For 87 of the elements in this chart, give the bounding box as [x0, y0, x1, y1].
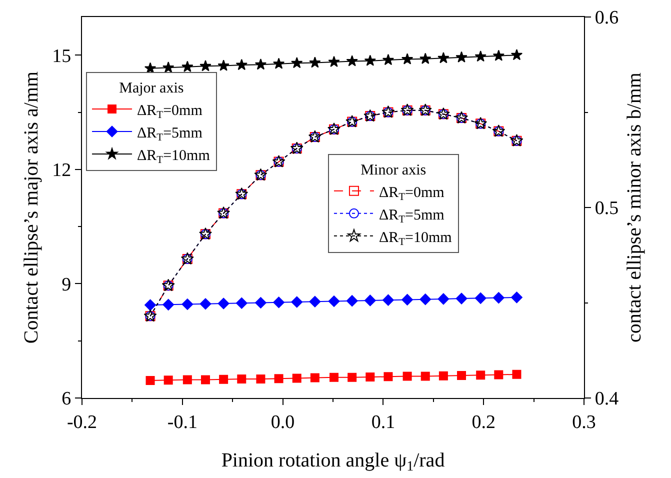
point: [144, 62, 156, 74]
y-tick-label: 6: [62, 388, 72, 410]
legend-label: ΔR$_{T}$=5mm: [137, 125, 203, 144]
point: [200, 298, 212, 310]
y-tick-label: 9: [62, 274, 72, 296]
point: [328, 56, 340, 67]
point: [401, 53, 414, 64]
point: [510, 49, 523, 60]
point: [474, 292, 486, 304]
x-tick-label: 0.2: [472, 412, 496, 433]
point: [384, 372, 393, 382]
y2-tick-label: 0.5: [594, 198, 619, 220]
point: [348, 372, 357, 382]
point: [291, 296, 303, 308]
point: [144, 299, 156, 311]
point: [456, 292, 468, 304]
point: [182, 298, 194, 310]
point: [330, 372, 338, 382]
point: [254, 58, 267, 70]
point: [492, 292, 504, 304]
legend-label: ΔR$_{T}$=10mm: [137, 148, 210, 166]
point: [511, 292, 522, 304]
point: [476, 370, 486, 380]
point: [346, 295, 358, 307]
point: [382, 294, 394, 306]
point: [364, 294, 376, 306]
point: [162, 62, 174, 73]
text: Major axis: [119, 80, 184, 97]
point: [146, 376, 155, 385]
point: [162, 298, 174, 310]
point: [273, 296, 284, 308]
point: [420, 52, 432, 64]
legend-label: ΔR$_{T}$=0mm: [137, 102, 203, 121]
point: [366, 372, 375, 382]
point: [328, 296, 340, 307]
y2-axis-title: contact ellipse’s minor axis b/mm: [624, 72, 646, 342]
point: [382, 54, 394, 66]
x-tick-label: -0.2: [66, 412, 98, 433]
legend-label: ΔR$_{T}$=0mm: [378, 184, 445, 203]
point: [309, 296, 321, 308]
y2-tick-label: 0.6: [594, 8, 619, 29]
point: [182, 60, 194, 72]
point: [309, 56, 321, 68]
point: [218, 298, 230, 310]
point: [420, 372, 430, 381]
y-axis-title: Contact ellipse’s major axis a/mm: [20, 70, 43, 344]
y-tick-label: 12: [52, 160, 72, 182]
x-tick-label: 0.3: [572, 412, 596, 433]
x-tick-label: -0.1: [167, 412, 198, 433]
point: [346, 55, 358, 66]
point: [292, 374, 302, 383]
point: [457, 371, 466, 380]
point: [456, 51, 468, 62]
point: [164, 376, 173, 385]
legend-label: ΔR$_{T}$=10mm: [378, 230, 452, 248]
point: [182, 375, 192, 384]
point: [438, 52, 450, 64]
point: [438, 293, 450, 305]
point: [402, 294, 413, 306]
point: [291, 57, 303, 68]
legend-label: ΔR$_{T}$=5mm: [378, 207, 445, 226]
point: [236, 58, 248, 70]
point: [219, 374, 228, 384]
x-axis-title: Pinion rotation angle ψ$_{1}$/rad: [221, 449, 445, 475]
point: [402, 372, 412, 381]
y-tick-label: 15: [52, 46, 72, 67]
point: [200, 60, 212, 72]
point: [218, 60, 230, 71]
point: [255, 297, 266, 308]
point: [420, 294, 432, 306]
point: [474, 50, 486, 62]
text: Minor axis: [360, 162, 426, 179]
point: [492, 50, 504, 61]
y2-tick-label: 0.4: [594, 388, 620, 410]
x-tick-label: 0.0: [270, 412, 295, 433]
point: [438, 371, 448, 380]
point: [364, 54, 376, 66]
point: [236, 297, 248, 309]
point: [237, 374, 246, 384]
x-tick-label: 0.1: [371, 412, 396, 433]
point: [272, 58, 285, 69]
point: [310, 373, 320, 382]
point: [200, 375, 210, 384]
point: [494, 370, 504, 380]
point: [274, 374, 284, 384]
point: [512, 370, 522, 379]
point: [256, 374, 266, 384]
